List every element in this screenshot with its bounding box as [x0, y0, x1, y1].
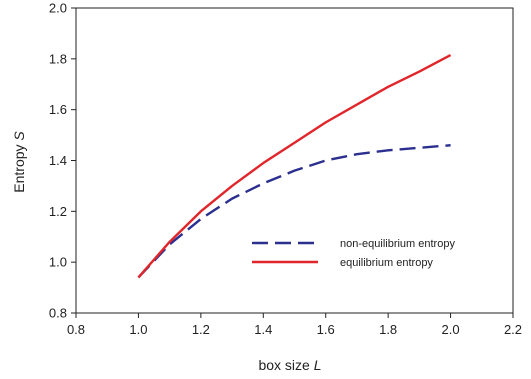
- y-tick-label: 1.4: [49, 153, 67, 168]
- plot-area-border: [75, 7, 514, 314]
- x-tick-label: 2.2: [504, 322, 522, 337]
- x-tick-label: 0.8: [67, 322, 85, 337]
- x-axis-ticks: 0.8 1.0 1.2 1.4 1.6 1.8 2.0 2.2: [67, 313, 522, 337]
- series-line-non-equilibrium: [137, 144, 451, 279]
- legend-label-equilibrium: equilibrium entropy: [340, 257, 433, 269]
- series-layer: [137, 53, 452, 279]
- y-axis-ticks: 0.8 1.0 1.2 1.4 1.6 1.8 2.0: [49, 1, 76, 321]
- y-tick-label: 0.8: [49, 306, 67, 321]
- series-line-equilibrium: [137, 53, 452, 279]
- x-tick-label: 2.0: [442, 322, 460, 337]
- y-axis-title: Entropy S: [11, 131, 27, 193]
- x-axis-title: box size L: [258, 357, 321, 373]
- plot-frame: [75, 7, 514, 314]
- x-tick-label: 1.4: [254, 322, 272, 337]
- legend: non-equilibrium entropy equilibrium entr…: [252, 238, 455, 269]
- x-tick-label: 1.6: [317, 322, 335, 337]
- y-tick-label: 2.0: [49, 1, 67, 16]
- y-tick-label: 1.6: [49, 102, 67, 117]
- y-tick-label: 1.0: [49, 255, 67, 270]
- x-tick-label: 1.2: [192, 322, 210, 337]
- x-tick-label: 1.0: [129, 322, 147, 337]
- y-tick-label: 1.2: [49, 204, 67, 219]
- y-tick-label: 1.8: [49, 51, 67, 66]
- legend-label-non-equilibrium: non-equilibrium entropy: [340, 238, 455, 250]
- x-tick-label: 1.8: [379, 322, 397, 337]
